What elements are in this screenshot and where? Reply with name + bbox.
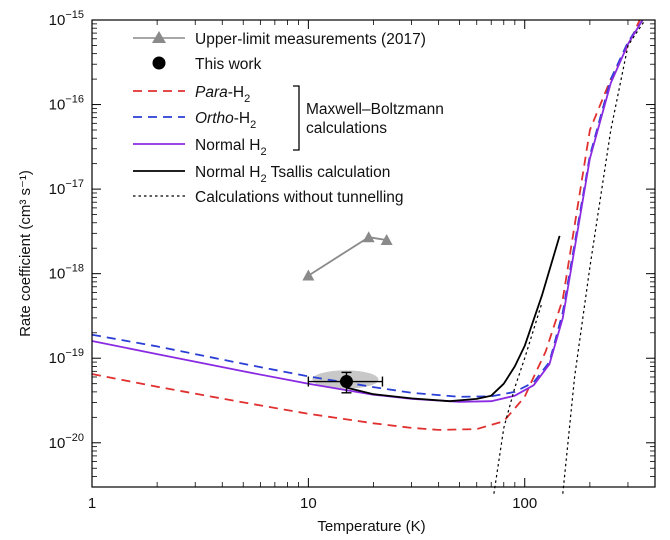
series-group: [91, 19, 646, 494]
y-tick-label: 10−15: [49, 9, 84, 29]
y-tick-base: 10: [49, 350, 66, 367]
legend-label-part: -H: [228, 84, 244, 101]
legend-label-tsallis: Normal H2 Tsallis calculation: [195, 164, 390, 185]
y-tick-exp: −20: [65, 432, 84, 444]
legend-label-no-tunnel: Calculations without tunnelling: [195, 189, 404, 206]
y-tick-exp: −19: [65, 347, 84, 359]
upper-limit-point-2: [380, 234, 393, 246]
legend-bracket: [293, 85, 300, 151]
series-line-tsallis: [346, 235, 561, 403]
legend-mb-line1: Maxwell–Boltzmann: [306, 101, 444, 118]
y-tick-exp: −18: [65, 263, 84, 275]
series-line-upper: [307, 236, 387, 277]
y-axis-title: Rate coefficient (cm³ s⁻¹): [17, 170, 34, 337]
y-tick-base: 10: [49, 181, 66, 198]
y-tick-label: 10−17: [49, 178, 84, 198]
y-tick-label: 10−18: [49, 263, 84, 283]
legend-label-part: -H: [234, 110, 250, 127]
legend-marker-this-work: [152, 56, 166, 70]
series-line-para: [91, 19, 641, 431]
legend-label-part: 2: [244, 93, 250, 105]
y-tick-label: 10−20: [49, 432, 84, 452]
legend-marker-upper-limit: [152, 31, 166, 43]
this-work-point: [339, 375, 353, 389]
y-tick-exp: −17: [65, 178, 84, 190]
x-tick-label: 1: [88, 495, 96, 512]
legend-label-part: Para: [195, 84, 228, 101]
y-tick-base: 10: [49, 266, 66, 283]
legend-label-normal: Normal H2: [195, 137, 267, 158]
legend-label-part: Ortho: [195, 110, 234, 127]
axes-group: 1 10 10010−2010−1910−1810−1710−1610−15Temp…: [17, 9, 656, 535]
legend: Upper-limit measurements (2017) This work…: [133, 31, 444, 206]
legend-label-part: 2: [250, 119, 256, 131]
legend-label-part: Tsallis calculation: [267, 164, 391, 181]
legend-label-ortho: Ortho-H2: [195, 110, 256, 131]
legend-label-upper-limit: Upper-limit measurements (2017): [195, 31, 426, 48]
x-tick-label: 100: [512, 495, 537, 512]
y-tick-label: 10−19: [49, 347, 84, 367]
upper-limit-point-1: [362, 231, 375, 243]
legend-label-part: Normal H: [195, 164, 260, 181]
y-tick-exp: −15: [65, 9, 84, 21]
legend-label-part: 2: [260, 146, 266, 158]
series-line-ortho: [91, 19, 644, 398]
y-tick-exp: −16: [65, 94, 84, 106]
legend-label-part: 2: [260, 173, 266, 185]
series-line-notunnel2: [562, 19, 646, 494]
y-tick-base: 10: [49, 12, 66, 29]
series-line-notunnel1: [493, 302, 543, 494]
legend-mb-line2: calculations: [306, 120, 387, 137]
y-tick-base: 10: [49, 435, 66, 452]
y-tick-label: 10−16: [49, 94, 84, 114]
x-tick-label: 10: [300, 495, 317, 512]
y-tick-base: 10: [49, 97, 66, 114]
x-axis-title: Temperature (K): [317, 518, 425, 535]
series-line-normal: [91, 19, 644, 403]
legend-label-this-work: This work: [195, 56, 262, 73]
legend-label-para: Para-H2: [195, 84, 250, 105]
upper-limit-point-0: [302, 269, 315, 281]
legend-label-part: Normal H: [195, 137, 260, 154]
point-markers-group: [302, 231, 393, 394]
